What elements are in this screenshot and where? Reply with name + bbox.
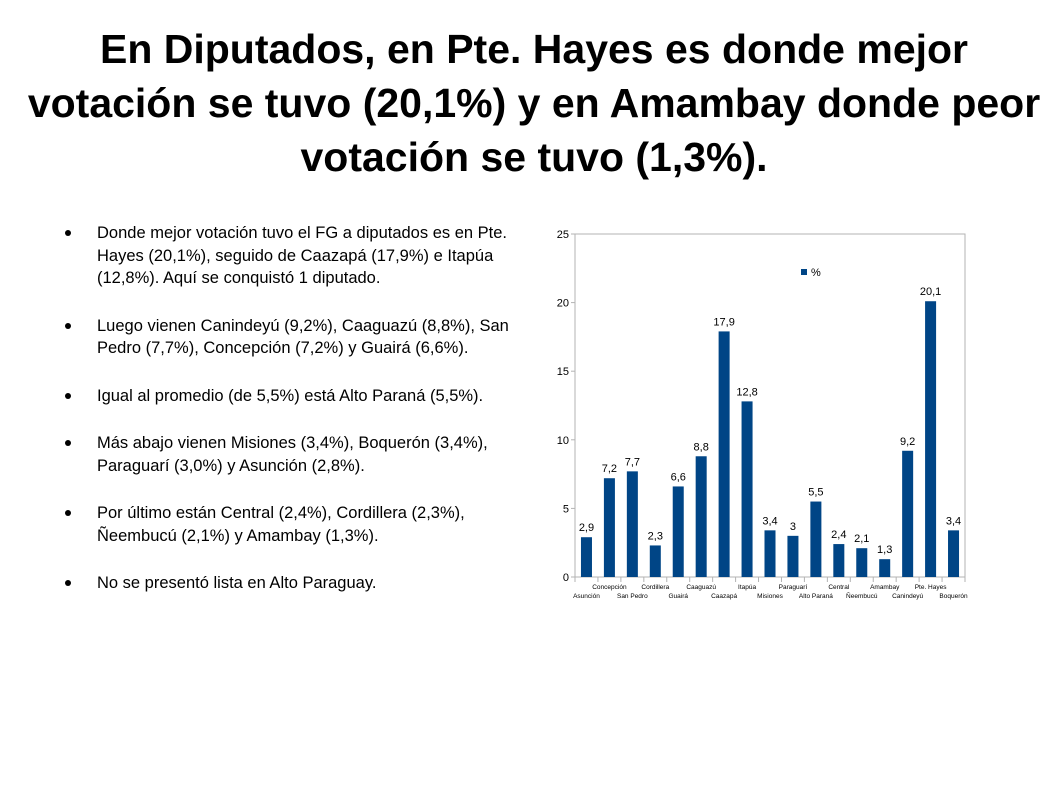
y-tick-label: 20: [557, 298, 569, 310]
bar: [580, 537, 592, 577]
bullet-item: Igual al promedio (de 5,5%) está Alto Pa…: [62, 385, 512, 408]
y-tick-label: 25: [557, 229, 569, 241]
x-tick-label: Central: [828, 584, 850, 591]
y-tick-label: 0: [563, 572, 569, 584]
slide-title: En Diputados, en Pte. Hayes es donde mej…: [27, 26, 1041, 180]
y-tick-label: 15: [557, 366, 569, 378]
bar: [672, 486, 684, 577]
bar: [603, 478, 615, 577]
x-tick-label: Caazapá: [711, 593, 737, 600]
bullet-item: Luego vienen Canindeyú (9,2%), Caaguazú …: [62, 315, 512, 360]
data-label: 12,8: [736, 386, 757, 398]
x-tick-label: Cordillera: [641, 584, 669, 591]
y-tick-label: 5: [563, 503, 569, 515]
legend-swatch: [801, 269, 807, 275]
data-label: 2,4: [831, 529, 846, 541]
bar: [626, 471, 638, 577]
x-tick-label: San Pedro: [617, 593, 648, 600]
bar: [787, 535, 799, 577]
bar: [925, 301, 937, 577]
data-label: 7,2: [602, 463, 617, 475]
bar: [902, 450, 914, 577]
legend-label: %: [811, 267, 821, 279]
bullet-list: Donde mejor votación tuvo el FG a diputa…: [62, 222, 512, 620]
x-tick-label: Boquerón: [939, 593, 968, 600]
bullet-item: Por último están Central (2,4%), Cordill…: [62, 502, 512, 547]
bar: [649, 545, 661, 577]
data-label: 6,6: [671, 471, 686, 483]
data-label: 9,2: [900, 436, 915, 448]
data-label: 2,1: [854, 533, 869, 545]
bullet-item: Donde mejor votación tuvo el FG a diputa…: [62, 222, 512, 290]
bar: [741, 401, 753, 577]
x-tick-label: Amambay: [870, 584, 900, 591]
bar: [718, 331, 730, 577]
bullet-item: No se presentó lista en Alto Paraguay.: [62, 572, 512, 595]
x-tick-label: Asunción: [573, 593, 600, 600]
x-tick-label: Alto Paraná: [799, 593, 833, 600]
x-tick-label: Paraguarí: [779, 584, 808, 591]
data-label: 2,9: [579, 522, 594, 534]
data-label: 8,8: [694, 441, 709, 453]
x-tick-label: Pte. Hayes: [915, 584, 948, 591]
x-tick-label: Itapúa: [738, 584, 756, 591]
data-label: 3,4: [946, 515, 961, 527]
data-label: 7,7: [625, 456, 640, 468]
data-label: 17,9: [713, 316, 734, 328]
bar: [879, 559, 891, 577]
bar: [810, 501, 822, 577]
bar-chart: 0 5 10 15 20 25 2,9 Asunción 7,2 Concepción 7,7 San…: [557, 229, 968, 600]
y-tick-label: 10: [557, 435, 569, 447]
bar: [833, 544, 845, 577]
x-tick-label: Canindeyú: [892, 593, 923, 600]
x-tick-label: Guairá: [668, 593, 688, 600]
data-label: 1,3: [877, 544, 892, 556]
x-tick-label: Misiones: [757, 593, 783, 600]
data-label: 20,1: [920, 286, 941, 298]
bullet-item: Más abajo vienen Misiones (3,4%), Boquer…: [62, 432, 512, 477]
data-label: 2,3: [648, 530, 663, 542]
x-tick-label: Caaguazú: [686, 584, 716, 591]
x-tick-label: Concepción: [592, 584, 627, 591]
data-label: 3: [790, 521, 796, 533]
bar: [695, 456, 707, 577]
bar: [764, 530, 776, 577]
x-tick-label: Ñeembucú: [846, 591, 878, 600]
bar: [856, 548, 868, 577]
bar: [948, 530, 960, 577]
data-label: 3,4: [762, 515, 777, 527]
data-label: 5,5: [808, 487, 823, 499]
